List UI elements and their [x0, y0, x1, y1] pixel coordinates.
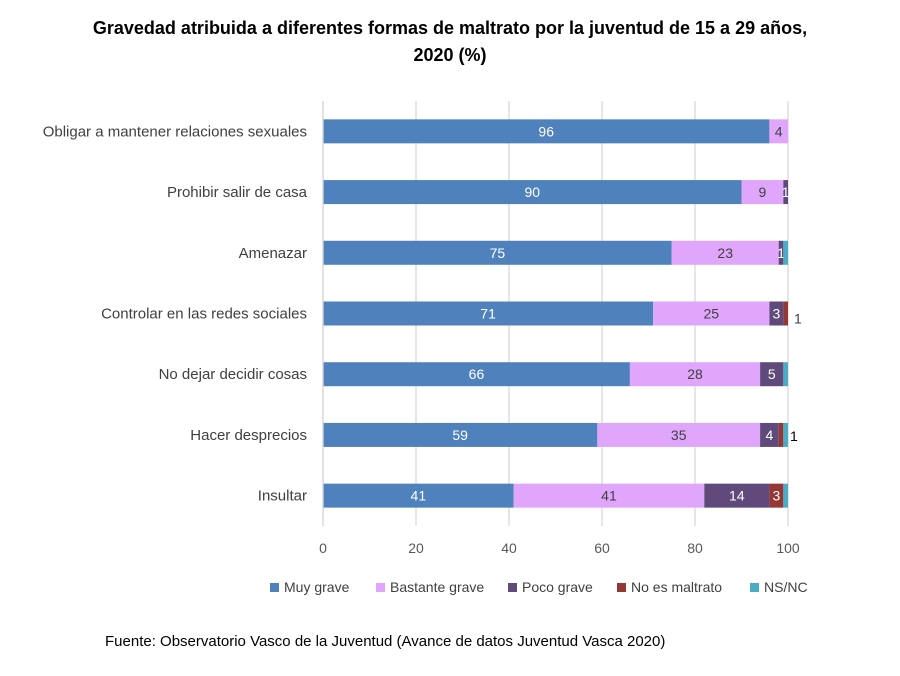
data-label: 1 — [782, 184, 790, 200]
bar-segment-no-es-maltrato — [778, 422, 784, 447]
bar-segment-ns-nc — [783, 240, 788, 265]
data-label: 66 — [469, 366, 485, 382]
bar-segment-ns-nc — [783, 362, 788, 387]
x-tick-label: 40 — [501, 540, 517, 556]
data-label: 3 — [772, 306, 780, 322]
legend-swatch — [617, 583, 626, 592]
data-label: 23 — [717, 245, 733, 261]
legend-swatch — [508, 583, 517, 592]
data-label: 1 — [794, 311, 802, 327]
bar-segment-bastante-grave — [597, 422, 761, 447]
bar-segment-bastante-grave — [513, 483, 705, 508]
data-label: 9 — [759, 184, 767, 200]
bar-segment-poco-grave — [778, 240, 784, 265]
bar-segment-muy-grave — [323, 362, 630, 387]
category-label: Obligar a mantener relaciones sexuales — [43, 123, 307, 140]
legend-label: No es maltrato — [631, 579, 722, 595]
data-label: 41 — [601, 488, 617, 504]
bar-segment-ns-nc — [783, 422, 788, 447]
data-label: 96 — [538, 123, 554, 139]
chart-title: Gravedad atribuida a diferentes formas d… — [92, 18, 808, 65]
bar-segment-poco-grave — [783, 180, 788, 205]
legend-swatch — [750, 583, 759, 592]
bar-segment-poco-grave — [704, 483, 770, 508]
x-tick-label: 60 — [594, 540, 610, 556]
bar-segment-muy-grave — [323, 301, 654, 326]
data-label: 71 — [480, 306, 496, 322]
bar-segment-ns-nc — [783, 483, 788, 508]
bar-segment-bastante-grave — [653, 301, 770, 326]
data-label: 90 — [524, 184, 540, 200]
bar-segment-muy-grave — [323, 119, 770, 144]
bar-segment-poco-grave — [760, 362, 784, 387]
data-label: 28 — [687, 366, 703, 382]
bar-segment-bastante-grave — [671, 240, 779, 265]
x-tick-label: 80 — [687, 540, 703, 556]
category-label: Insultar — [258, 488, 307, 505]
category-label: Prohibir salir de casa — [167, 184, 308, 201]
bar-segment-poco-grave — [760, 422, 779, 447]
data-label: 4 — [775, 123, 783, 139]
legend-swatch — [376, 583, 385, 592]
bar-segment-no-es-maltrato — [769, 483, 784, 508]
data-label: 35 — [671, 427, 687, 443]
bar-segment-muy-grave — [323, 180, 742, 205]
data-label: 41 — [411, 488, 427, 504]
bar-segment-bastante-grave — [769, 119, 788, 144]
bar-segment-poco-grave — [769, 301, 784, 326]
category-label: Hacer desprecios — [190, 427, 307, 444]
data-label: 4 — [766, 427, 774, 443]
x-tick-label: 20 — [408, 540, 424, 556]
data-label: 75 — [490, 245, 506, 261]
data-label: 5 — [768, 366, 776, 382]
category-label: Amenazar — [239, 245, 307, 262]
x-tick-label: 0 — [319, 540, 327, 556]
bar-segment-muy-grave — [323, 422, 598, 447]
data-label: 1 — [777, 245, 785, 261]
bar-segment-muy-grave — [323, 240, 672, 265]
bar-segment-bastante-grave — [741, 180, 784, 205]
source-note: Fuente: Observatorio Vasco de la Juventu… — [105, 633, 666, 650]
legend-label: Poco grave — [522, 579, 593, 595]
category-label: No dejar decidir cosas — [159, 366, 307, 383]
legend-swatch — [270, 583, 279, 592]
legend-label: NS/NC — [764, 579, 808, 595]
data-label: 3 — [772, 488, 780, 504]
bar-segment-no-es-maltrato — [783, 301, 788, 326]
data-label: 25 — [703, 306, 719, 322]
bar-segment-muy-grave — [323, 483, 514, 508]
x-tick-label: 100 — [776, 540, 800, 556]
data-label: 1 — [790, 428, 798, 444]
category-label: Controlar en las redes sociales — [101, 306, 307, 323]
data-label: 59 — [452, 427, 468, 443]
legend-label: Bastante grave — [390, 579, 484, 595]
bar-segment-bastante-grave — [629, 362, 761, 387]
legend-label: Muy grave — [284, 579, 350, 595]
data-label: 14 — [729, 488, 745, 504]
